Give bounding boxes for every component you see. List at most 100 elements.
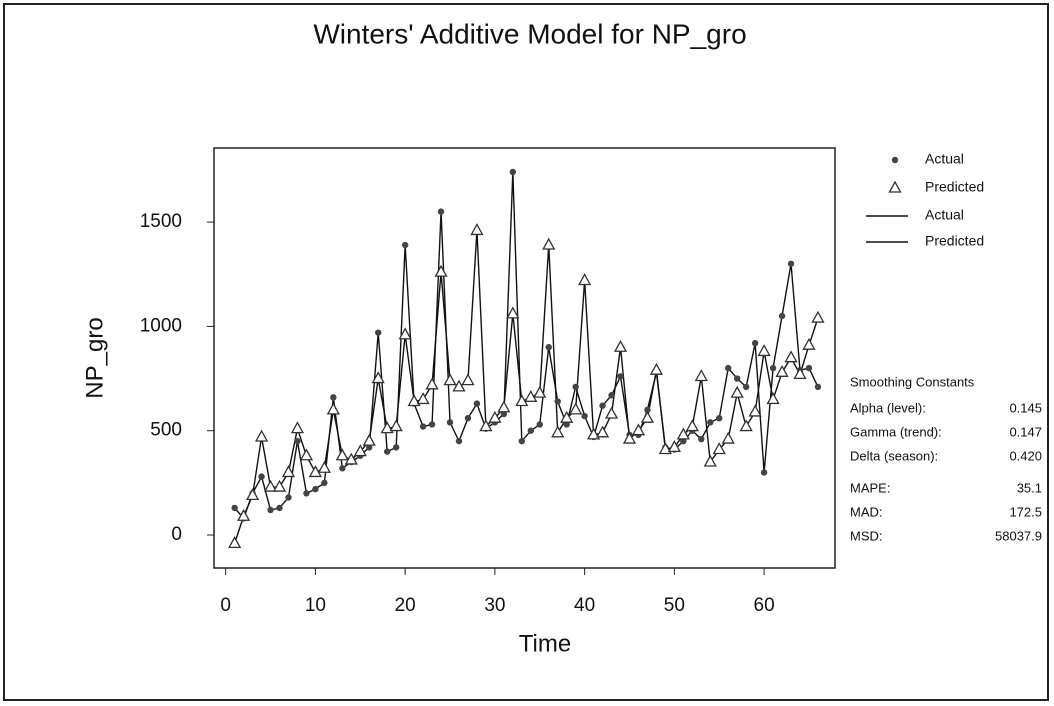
circle-marker (581, 412, 588, 420)
triangle-marker (676, 427, 690, 440)
circle-marker (617, 373, 624, 380)
triangle-marker (703, 454, 717, 467)
x-tick-label: 60 (754, 595, 775, 616)
circle-marker (392, 444, 400, 451)
x-axis-label: Time (519, 630, 571, 657)
circle-marker (312, 485, 319, 493)
plot-area (213, 147, 836, 569)
triangle-marker (245, 488, 260, 501)
triangle-marker (533, 385, 547, 398)
triangle-marker (317, 460, 331, 473)
stat-label: MAPE: (850, 480, 890, 495)
triangle-marker (604, 406, 619, 419)
triangle-marker (389, 419, 403, 432)
triangle-marker (640, 410, 655, 423)
circle-marker (500, 410, 508, 418)
circle-marker (814, 383, 822, 391)
circle-marker (644, 406, 651, 414)
circle-marker (321, 479, 328, 487)
triangle-marker (622, 431, 637, 444)
triangle-marker (613, 339, 628, 352)
triangle-marker (416, 392, 430, 405)
triangle-marker (237, 508, 251, 521)
triangle-marker (757, 344, 771, 357)
circle-marker (707, 419, 714, 426)
y-tick-label: 1500 (140, 211, 182, 232)
triangle-marker (542, 237, 556, 250)
triangle-marker (281, 465, 296, 478)
circle-marker (572, 383, 579, 391)
stat-label: MAD: (850, 504, 883, 519)
triangle-marker (263, 479, 278, 492)
circle-marker (698, 435, 705, 443)
chart-title: Winters' Additive Model for NP_gro (313, 18, 746, 49)
triangle-marker (631, 423, 646, 436)
circle-marker (339, 465, 346, 472)
triangle-marker (488, 410, 502, 423)
triangle-marker (649, 362, 664, 375)
circle-marker (751, 339, 759, 347)
triangle-marker (793, 367, 807, 380)
triangle-marker (425, 377, 439, 390)
circle-marker (805, 364, 813, 372)
stat-value: 0.147 (1009, 424, 1042, 439)
triangle-marker (811, 310, 825, 323)
stat-value: 0.420 (1009, 448, 1042, 463)
circle-marker (527, 427, 534, 434)
triangle-marker (721, 431, 735, 444)
triangle-marker (784, 350, 798, 363)
circle-marker (769, 364, 777, 372)
circle-marker (446, 419, 454, 426)
triangle-marker (398, 327, 412, 340)
triangle-marker (587, 427, 601, 440)
stat-label: Delta (season): (850, 448, 938, 463)
triangle-marker (658, 442, 672, 455)
circle-marker (285, 494, 292, 501)
stat-value: 58037.9 (995, 528, 1042, 543)
triangle-marker (299, 448, 314, 461)
triangle-marker (371, 371, 385, 384)
circle-marker (518, 437, 526, 445)
triangle-marker (775, 364, 789, 377)
circle-marker (716, 414, 723, 422)
circle-marker (563, 421, 570, 428)
circle-marker (787, 260, 795, 267)
circle-marker (725, 364, 732, 372)
x-tick-label: 0 (220, 595, 231, 616)
y-tick-label: 500 (150, 420, 182, 441)
triangle-marker (380, 421, 394, 434)
circle-marker (419, 423, 427, 430)
circle-marker (276, 504, 283, 512)
circle-marker (267, 506, 274, 514)
circle-marker (778, 312, 786, 320)
circle-marker (366, 444, 373, 451)
triangle-marker (578, 273, 592, 286)
triangle-marker (524, 389, 538, 402)
circle-marker (733, 375, 741, 382)
stat-label: Alpha (level): (850, 400, 926, 415)
triangle-marker (730, 385, 744, 398)
circle-marker (428, 421, 436, 428)
triangle-marker (739, 419, 753, 432)
y-tick-label: 0 (171, 524, 182, 545)
triangle-marker (569, 402, 583, 415)
triangle-marker (326, 402, 340, 415)
triangle-marker (748, 404, 762, 417)
triangle-marker (335, 448, 349, 461)
triangle-marker (667, 440, 681, 453)
circle-marker (509, 168, 517, 176)
triangle-marker (290, 421, 305, 434)
circle-marker (294, 437, 301, 445)
circle-marker (554, 398, 561, 405)
legend-label: Actual (925, 207, 964, 223)
circle-marker (608, 392, 615, 399)
triangle-marker (272, 479, 287, 492)
frame (3, 3, 1049, 701)
y-axis-label: NP_gro (81, 317, 108, 398)
triangle-marker (515, 394, 529, 407)
triangle-marker (443, 373, 457, 386)
circle-marker (258, 473, 265, 480)
triangle-marker (353, 444, 367, 457)
triangle-marker (497, 400, 511, 413)
stat-label: MSD: (850, 528, 883, 543)
